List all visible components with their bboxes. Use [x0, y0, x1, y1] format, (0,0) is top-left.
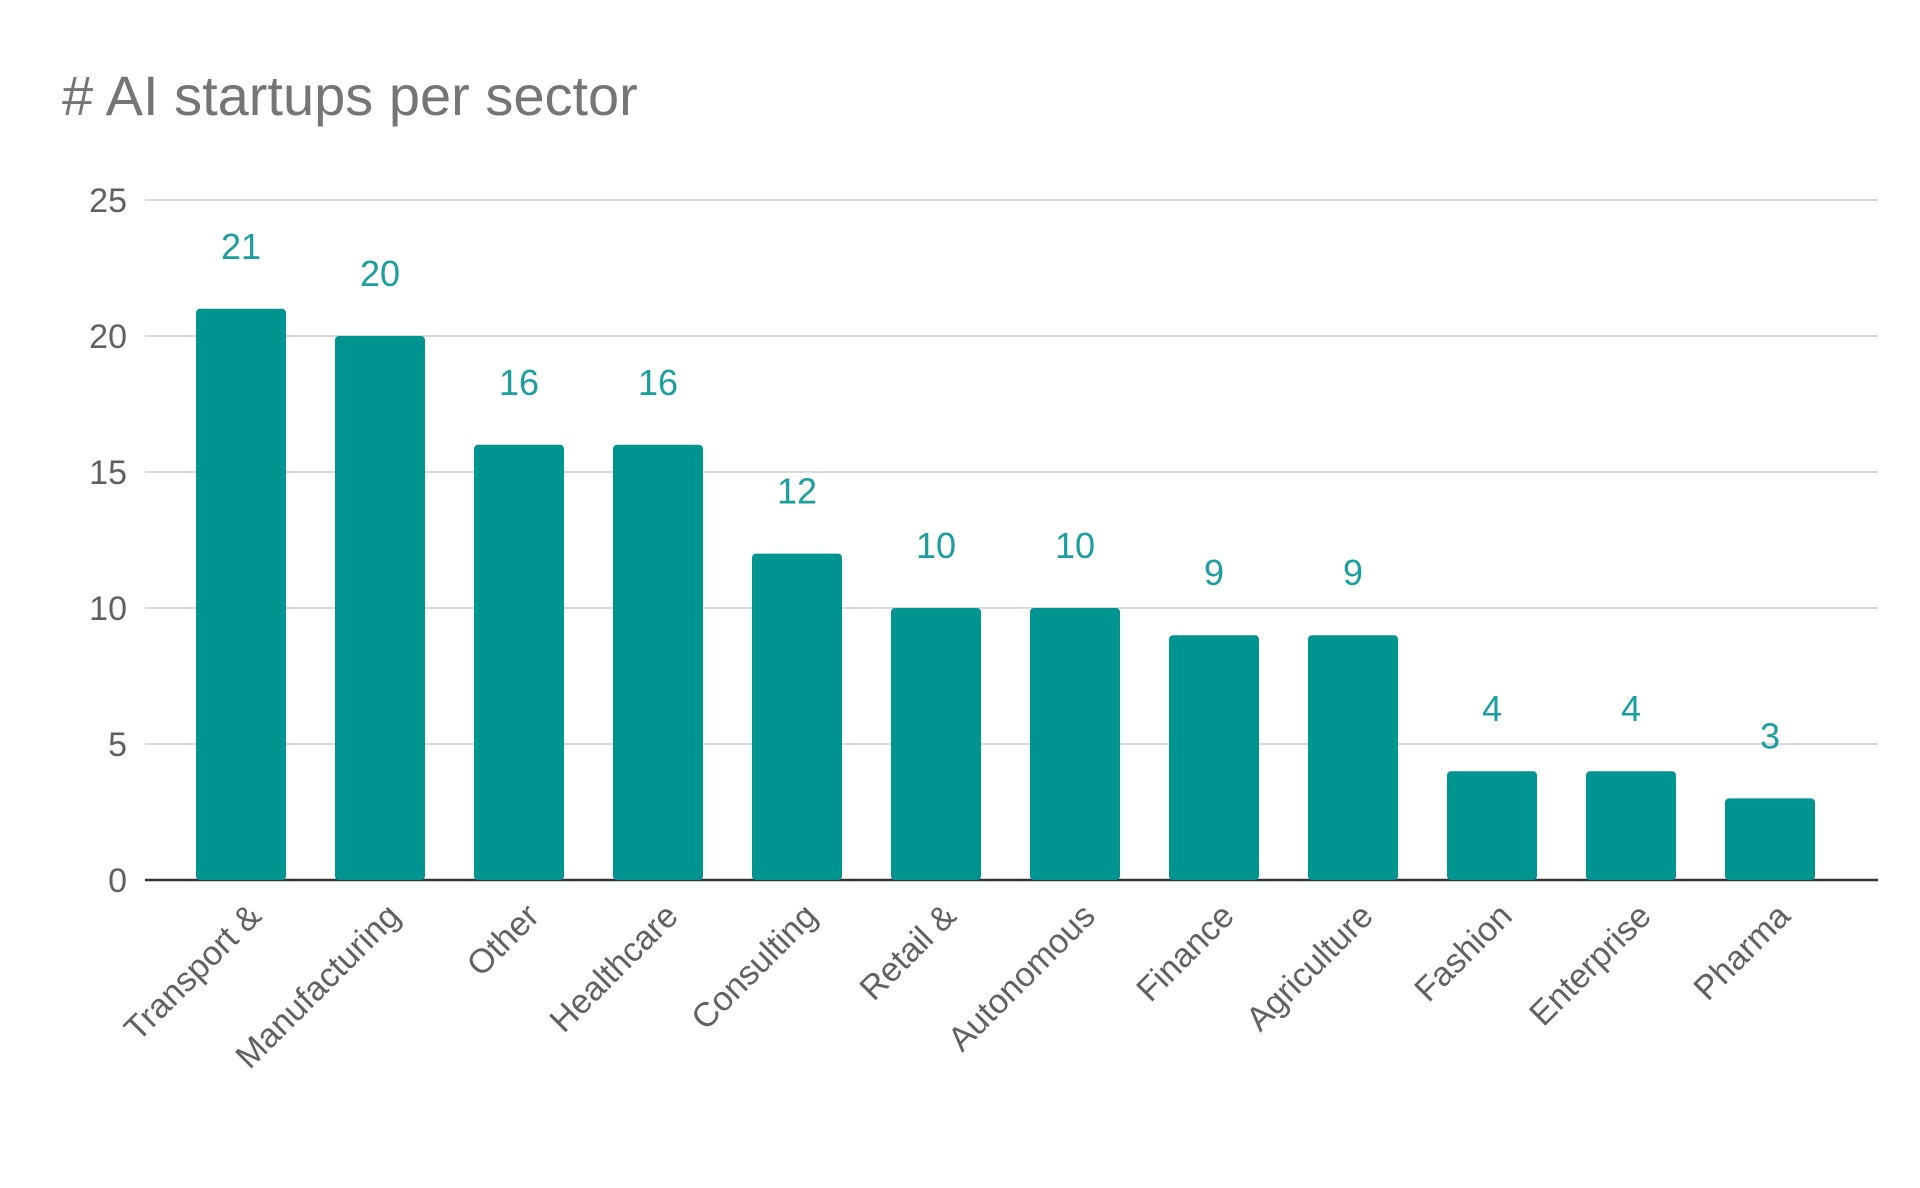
y-tick-label: 15: [89, 454, 127, 492]
y-axis-ticks: 0 5 10 15 20 25: [89, 182, 127, 900]
bar: [1586, 771, 1676, 880]
x-axis-ticks: Transport &Manufacturing OtherHealthcareC…: [117, 897, 1798, 1076]
bar: [891, 608, 981, 880]
data-label: 4: [1621, 688, 1641, 729]
x-tick-label: Enterprise: [1522, 897, 1658, 1033]
data-label: 3: [1760, 715, 1780, 756]
data-label: 21: [221, 226, 261, 267]
x-tick-label: Fashion: [1407, 897, 1519, 1009]
y-tick-label: 10: [89, 590, 127, 628]
chart-title: # AI startups per sector: [62, 64, 638, 127]
y-tick-label: 20: [89, 318, 127, 356]
x-tick-label: Retail &: [853, 897, 964, 1008]
data-label: 9: [1204, 552, 1224, 593]
x-tick-label: Finance: [1129, 897, 1241, 1009]
bar: [474, 444, 564, 880]
data-label: 16: [499, 362, 539, 403]
data-label: 16: [638, 362, 678, 403]
bar: [335, 336, 425, 880]
data-label: 20: [360, 253, 400, 294]
bar: [196, 308, 286, 880]
x-tick-label: Transport &: [117, 897, 269, 1049]
y-tick-label: 0: [108, 862, 127, 900]
bar: [1725, 798, 1815, 880]
x-tick-label: Agriculture: [1239, 897, 1381, 1039]
bar: [1308, 635, 1398, 880]
grid-lines: [145, 199, 1878, 882]
bar: [1169, 635, 1259, 880]
x-tick-label: Healthcare: [543, 897, 686, 1040]
data-label: 10: [916, 525, 956, 566]
data-label: 9: [1343, 552, 1363, 593]
x-tick-label: Autonomous: [941, 897, 1103, 1059]
data-labels: 21 20 16 16 12 10 10 9 9 4 4 3: [221, 226, 1780, 757]
bar: [1447, 771, 1537, 880]
bar: [752, 553, 842, 880]
x-tick-label: Other: [460, 897, 547, 984]
bars: [196, 308, 1815, 880]
x-tick-label: Consulting: [684, 897, 824, 1037]
x-tick-label: Pharma: [1687, 897, 1798, 1008]
data-label: 10: [1055, 525, 1095, 566]
y-tick-label: 5: [108, 726, 127, 764]
bar: [1030, 608, 1120, 880]
data-label: 12: [777, 471, 817, 512]
y-tick-label: 25: [89, 182, 127, 220]
bar: [613, 444, 703, 880]
data-label: 4: [1482, 688, 1502, 729]
